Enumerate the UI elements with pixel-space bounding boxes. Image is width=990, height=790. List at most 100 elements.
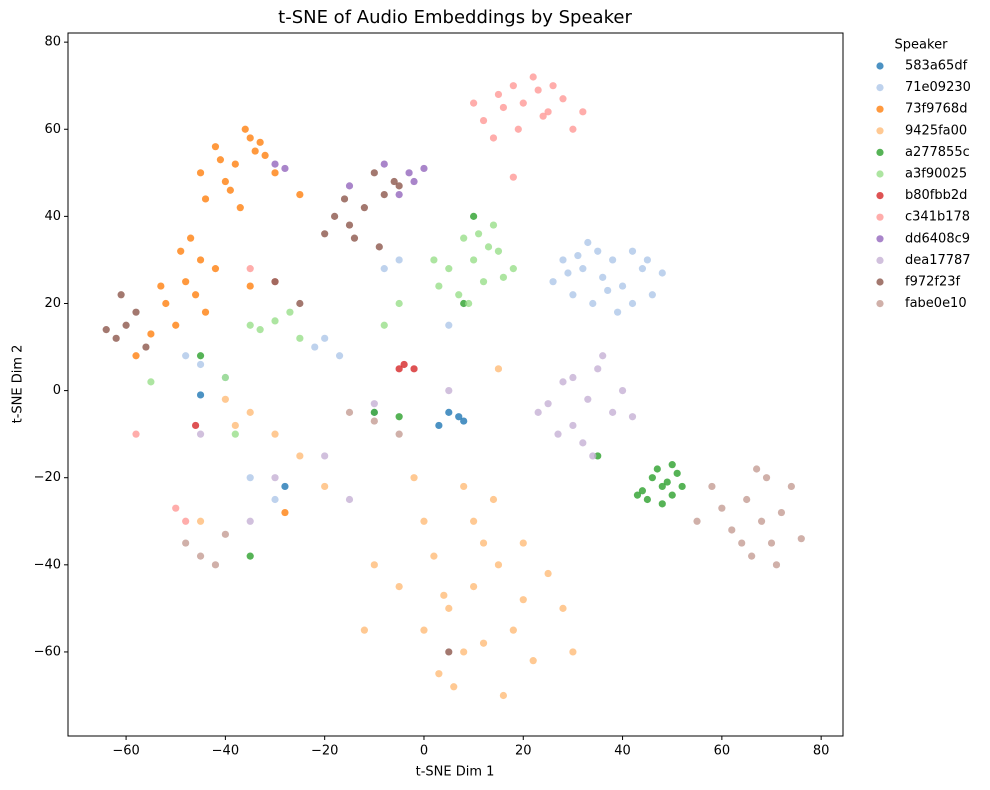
point	[554, 430, 562, 438]
point	[370, 169, 378, 177]
legend-label: b80fbb2d	[905, 188, 967, 203]
point	[549, 82, 557, 90]
legend-label: a3f90025	[905, 167, 967, 182]
point	[132, 430, 140, 438]
point	[658, 482, 666, 491]
point	[410, 177, 418, 186]
point	[643, 495, 651, 504]
point	[479, 539, 488, 547]
point	[271, 317, 279, 325]
point	[360, 204, 368, 212]
legend-label: f972f23f	[905, 275, 961, 290]
point	[559, 604, 567, 612]
point	[519, 596, 527, 604]
point	[445, 648, 453, 656]
point	[147, 378, 155, 386]
x-tick-label: 0	[420, 744, 428, 759]
point	[261, 151, 269, 159]
point	[470, 99, 478, 107]
point	[221, 530, 229, 538]
point	[470, 583, 478, 591]
point	[618, 386, 627, 395]
point	[589, 299, 597, 308]
point	[509, 626, 517, 634]
y-tick-label: 60	[44, 122, 61, 137]
point	[539, 112, 547, 120]
point	[296, 452, 304, 460]
x-axis-label: t-SNE Dim 1	[416, 765, 495, 780]
point	[271, 169, 279, 177]
point	[693, 517, 701, 525]
point	[777, 508, 786, 517]
point	[345, 408, 354, 416]
point	[405, 169, 413, 177]
point	[494, 247, 503, 255]
point	[172, 321, 180, 329]
point	[281, 164, 289, 173]
point	[221, 395, 229, 403]
point	[579, 439, 587, 447]
point	[564, 269, 572, 277]
point	[460, 482, 468, 491]
point	[594, 365, 602, 373]
point	[117, 291, 125, 299]
point	[246, 265, 254, 273]
point	[559, 95, 567, 103]
point	[360, 626, 368, 634]
point	[420, 164, 428, 173]
point	[335, 352, 344, 360]
point	[182, 278, 190, 286]
point	[231, 430, 239, 438]
point	[370, 561, 378, 569]
x-tick-label: 40	[614, 744, 631, 759]
x-tick-label: −60	[112, 744, 139, 759]
point	[132, 352, 140, 360]
point	[569, 373, 577, 382]
legend-label: 73f9768d	[905, 102, 967, 117]
point	[246, 408, 254, 416]
point	[246, 552, 254, 560]
point	[529, 73, 537, 81]
point	[534, 86, 542, 94]
point	[216, 156, 225, 164]
point	[599, 273, 607, 281]
point	[638, 487, 647, 495]
point	[584, 395, 592, 403]
point	[787, 482, 795, 491]
point	[569, 421, 577, 430]
point	[370, 408, 378, 416]
x-tick-label: 20	[515, 744, 532, 759]
point	[494, 561, 503, 569]
legend-marker	[876, 256, 884, 264]
y-axis-label: t-SNE Dim 2	[11, 345, 26, 424]
point	[196, 169, 205, 177]
point	[395, 430, 403, 438]
legend-marker	[876, 84, 884, 92]
point	[678, 482, 686, 491]
point	[435, 670, 443, 678]
point	[122, 321, 130, 329]
point	[494, 365, 503, 373]
point	[380, 321, 388, 329]
y-tick-label: −20	[34, 470, 61, 485]
point	[321, 230, 329, 238]
point	[246, 517, 254, 525]
point	[445, 386, 453, 395]
point	[514, 125, 522, 133]
point	[757, 517, 766, 525]
point	[196, 360, 205, 369]
point	[321, 482, 329, 491]
point	[494, 90, 503, 99]
points	[102, 73, 805, 700]
point	[196, 517, 205, 525]
legend-marker	[876, 127, 884, 135]
point	[668, 491, 676, 499]
point	[450, 683, 458, 691]
point	[470, 517, 478, 525]
point	[569, 648, 577, 656]
point	[380, 190, 388, 199]
point	[395, 182, 403, 190]
point	[256, 138, 264, 146]
point	[162, 299, 170, 308]
point	[489, 134, 498, 142]
